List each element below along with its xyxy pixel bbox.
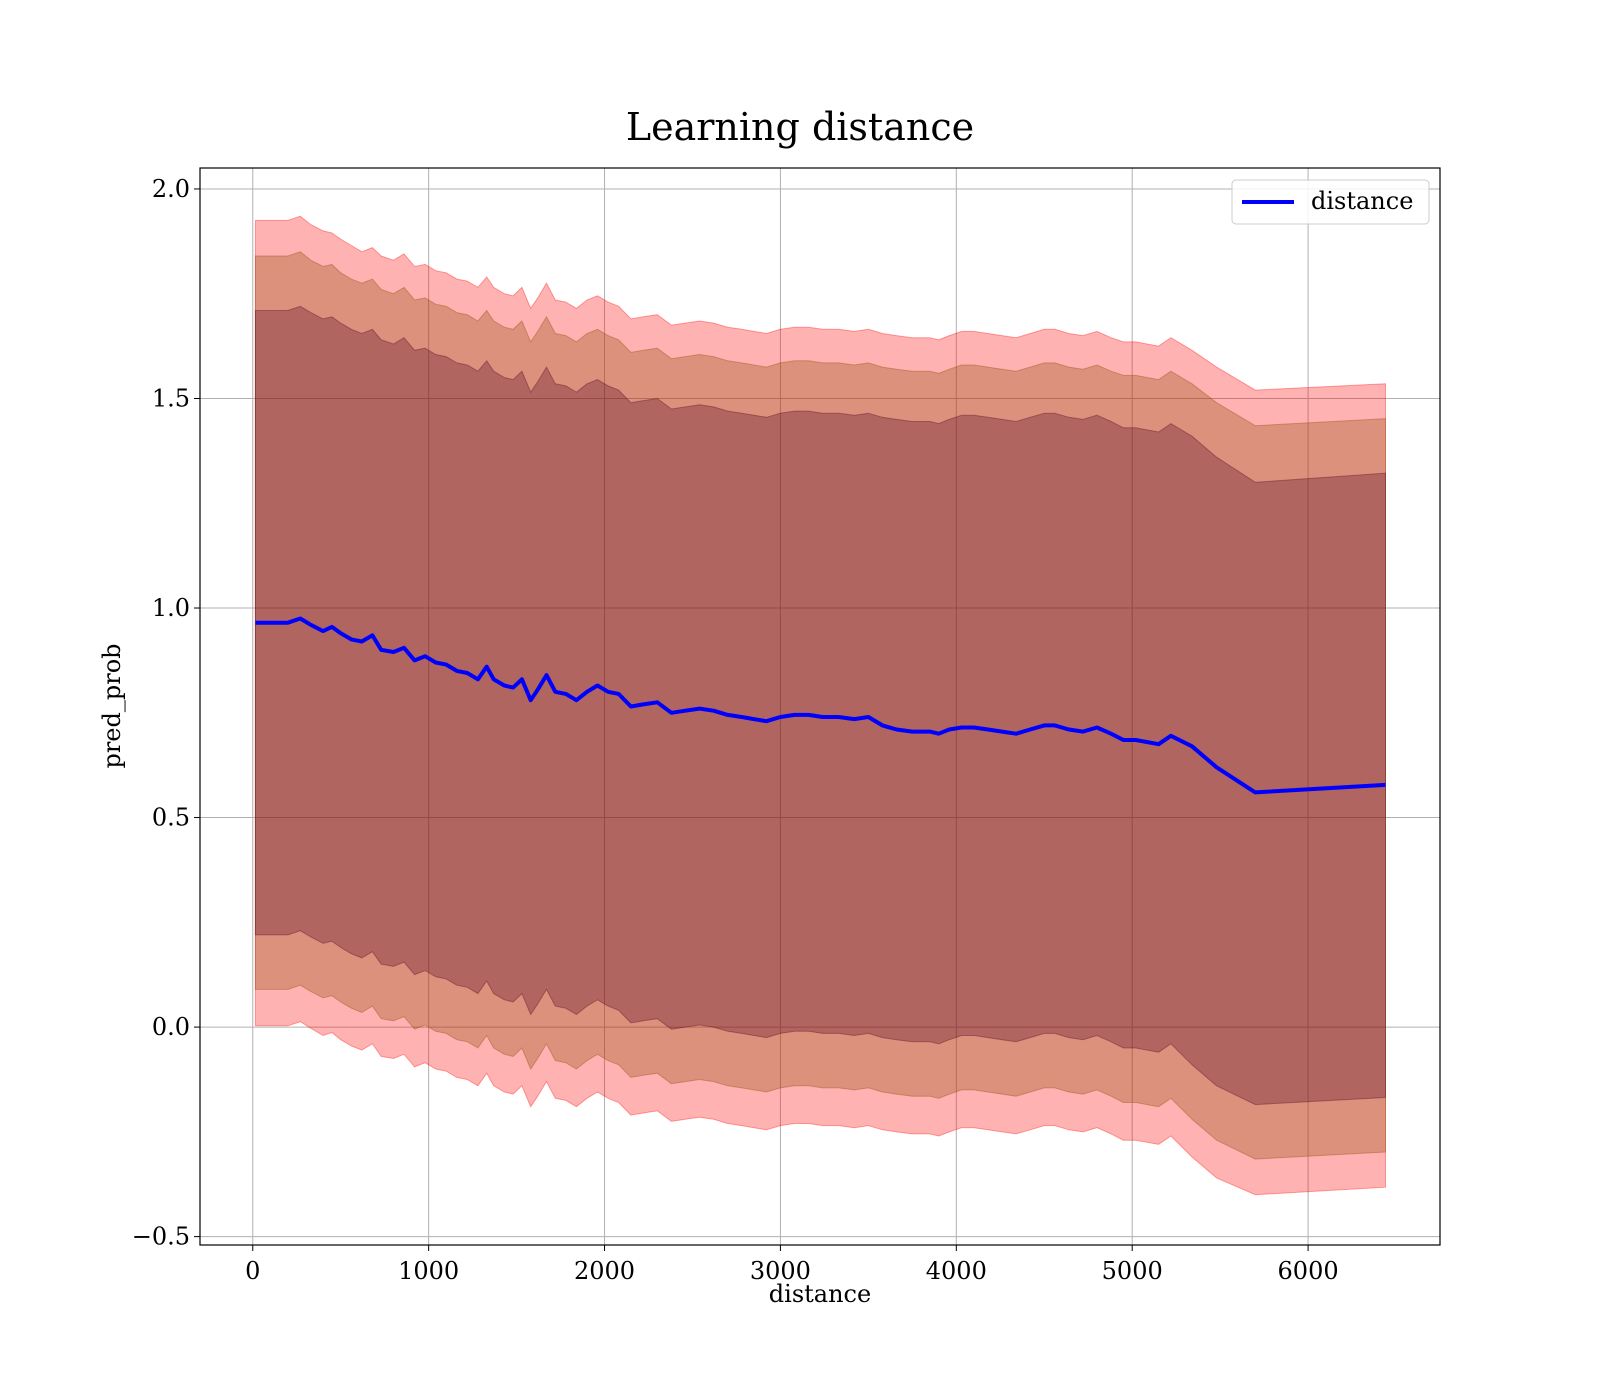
chart-title: Learning distance xyxy=(626,105,974,149)
x-axis-ticks: 0 1000 2000 3000 4000 5000 6000 xyxy=(245,1245,1339,1285)
y-axis-ticks: −0.5 0.0 0.5 1.0 1.5 2.0 xyxy=(132,175,200,1251)
x-tick-label: 2000 xyxy=(574,1257,635,1285)
y-tick-label: 1.5 xyxy=(152,384,190,412)
y-tick-label: −0.5 xyxy=(132,1223,190,1251)
confidence-band-2 xyxy=(254,251,1386,1160)
confidence-band-3 xyxy=(254,305,1386,1106)
legend-label: distance xyxy=(1311,187,1413,215)
y-tick-label: 0.0 xyxy=(152,1013,190,1041)
series-lines xyxy=(255,616,1386,795)
x-tick-label: 4000 xyxy=(926,1257,987,1285)
legend: distance xyxy=(1231,179,1430,225)
x-tick-label: 3000 xyxy=(750,1257,811,1285)
confidence-band-1 xyxy=(254,215,1386,1196)
y-tick-label: 1.0 xyxy=(152,594,190,622)
y-tick-label: 2.0 xyxy=(152,175,190,203)
x-tick-label: 1000 xyxy=(398,1257,459,1285)
y-axis-label: pred_prob xyxy=(98,643,126,768)
x-axis-label: distance xyxy=(769,1280,871,1308)
x-tick-label: 5000 xyxy=(1102,1257,1163,1285)
confidence-bands xyxy=(254,215,1386,1196)
legend-box xyxy=(1231,179,1430,225)
y-tick-label: 0.5 xyxy=(152,804,190,832)
x-tick-label: 6000 xyxy=(1278,1257,1339,1285)
plot-frame xyxy=(199,167,1441,1246)
x-tick-label: 0 xyxy=(245,1257,260,1285)
series-line-distance xyxy=(255,616,1386,795)
